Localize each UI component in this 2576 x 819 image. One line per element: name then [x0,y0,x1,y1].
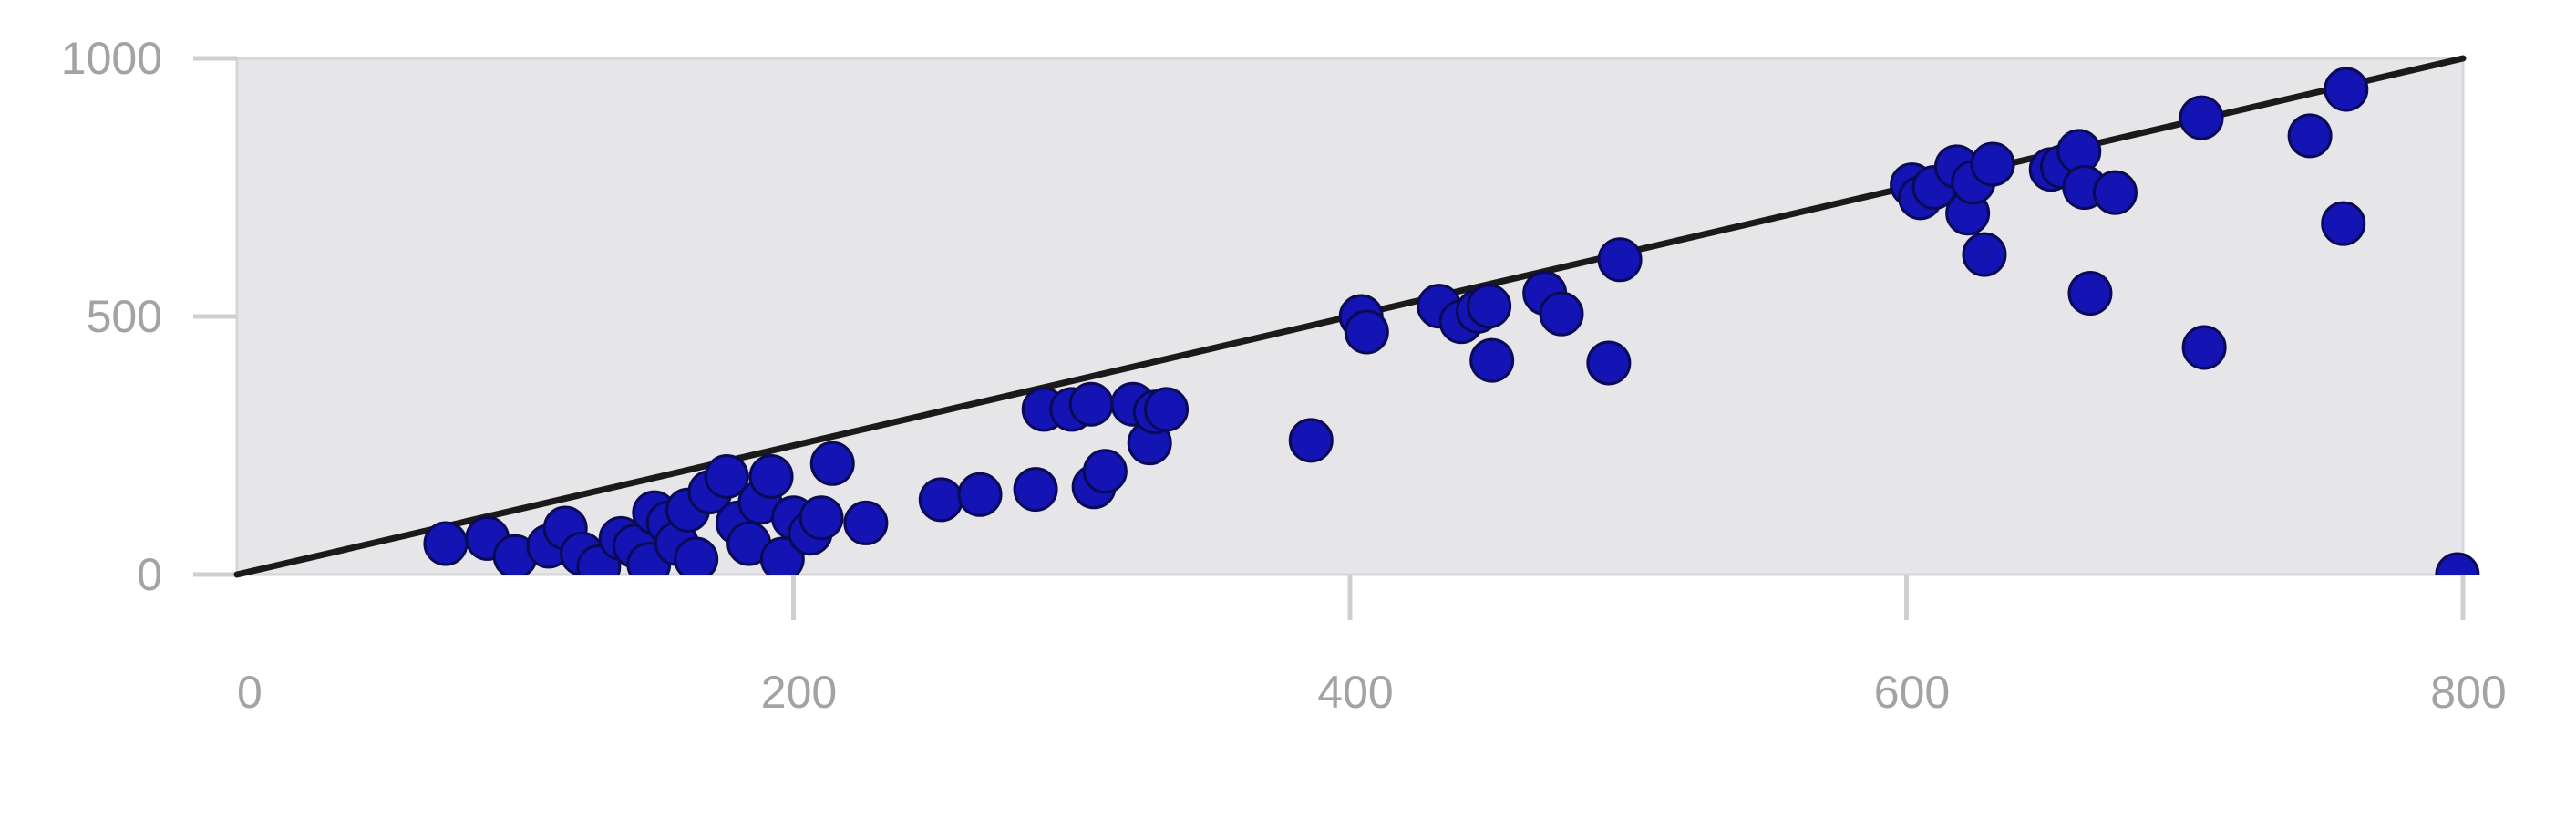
data-point [1469,337,1515,383]
y-tick-label: 500 [87,291,162,342]
data-point [1539,291,1584,337]
data-point [809,441,855,486]
data-point [1344,309,1389,355]
data-point [2179,95,2224,140]
data-point [2435,552,2480,575]
data-point [1013,467,1058,513]
data-point [2092,170,2138,215]
x-tick-label: 600 [1874,667,1950,718]
data-point [2324,67,2369,112]
data-point [704,453,749,499]
data-point [1970,141,2015,187]
data-point [1288,418,1334,463]
x-tick-label: 0 [237,667,263,718]
data-point [1144,387,1190,432]
data-point [2067,271,2113,316]
data-point [674,536,719,575]
data-point [799,495,844,541]
y-tick-label: 0 [137,549,162,600]
data-point [1467,284,1512,329]
data-point [423,521,469,566]
y-tick-label: 1000 [61,33,162,84]
data-point [2181,325,2227,370]
data-point [1586,340,1632,386]
data-point [918,477,963,523]
data-point [1068,381,1114,427]
x-tick-label: 200 [761,667,837,718]
data-points [423,67,2480,575]
data-point [748,453,794,499]
data-point [2287,113,2333,159]
data-point [1082,449,1128,494]
data-point [1962,232,2007,277]
data-point [957,472,1003,517]
data-point [2321,201,2366,246]
data-point [1597,237,1643,283]
x-tick-label: 400 [1317,667,1393,718]
x-tick-label: 800 [2430,667,2506,718]
data-point [843,500,889,545]
axes: 0 500 1000 0 200 400 600 800 [61,33,2507,718]
